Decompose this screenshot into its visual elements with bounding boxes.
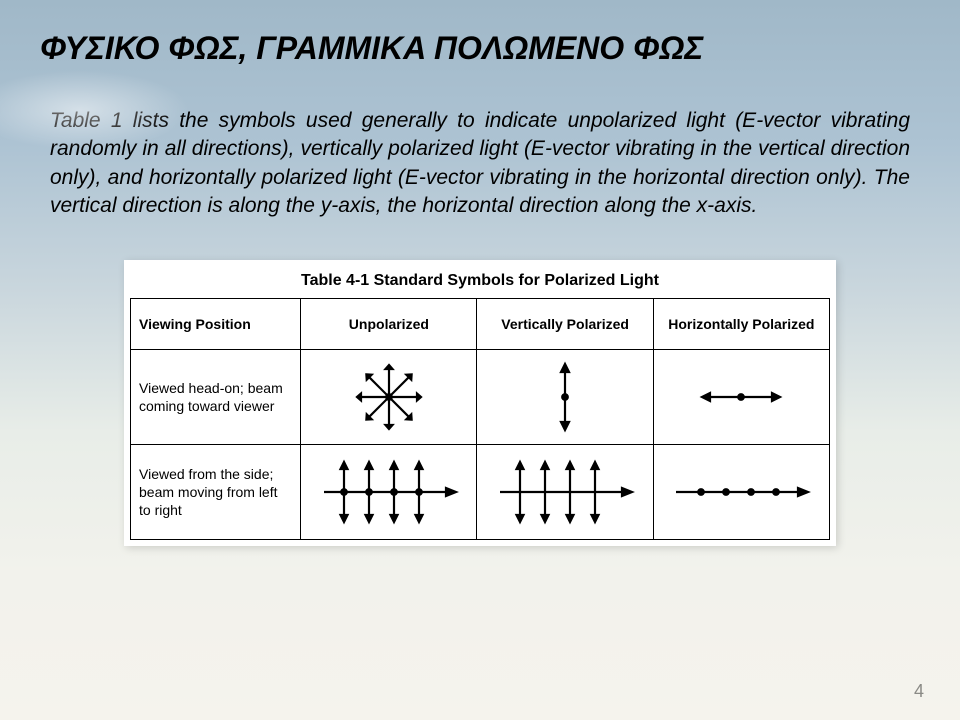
cell-unpol-headon [301, 350, 477, 445]
cell-vert-side [477, 445, 653, 540]
page-title: ΦΥΣΙΚΟ ΦΩΣ, ΓΡΑΜΜΙΚΑ ΠΟΛΩΜΕΝΟ ΦΩΣ [40, 30, 920, 67]
col-header-unpolarized: Unpolarized [301, 299, 477, 350]
slide: ΦΥΣΙΚΟ ΦΩΣ, ΓΡΑΜΜΙΚΑ ΠΟΛΩΜΕΝΟ ΦΩΣ Table … [0, 0, 960, 720]
col-header-viewing: Viewing Position [131, 299, 301, 350]
cell-unpol-side [301, 445, 477, 540]
table-row: Viewed from the side; beam moving from l… [131, 445, 830, 540]
vertical-headon-icon [525, 360, 605, 434]
table-row: Viewed head-on; beam coming toward viewe… [131, 350, 830, 445]
symbols-table-container: Table 4-1 Standard Symbols for Polarized… [124, 260, 836, 546]
symbols-table: Viewing Position Unpolarized Vertically … [130, 298, 830, 540]
horizontal-headon-icon [696, 360, 786, 434]
cell-horiz-side [653, 445, 829, 540]
row-label-headon: Viewed head-on; beam coming toward viewe… [131, 350, 301, 445]
page-number: 4 [914, 681, 924, 702]
col-header-horizontal: Horizontally Polarized [653, 299, 829, 350]
unpolarized-side-icon [314, 455, 464, 529]
table-title: Table 4-1 Standard Symbols for Polarized… [130, 266, 830, 298]
unpolarized-headon-icon [349, 360, 429, 434]
body-paragraph: Table 1 lists the symbols used generally… [40, 107, 920, 220]
row-label-side: Viewed from the side; beam moving from l… [131, 445, 301, 540]
table-header-row: Viewing Position Unpolarized Vertically … [131, 299, 830, 350]
horizontal-side-icon [666, 455, 816, 529]
cell-vert-headon [477, 350, 653, 445]
vertical-side-icon [490, 455, 640, 529]
col-header-vertical: Vertically Polarized [477, 299, 653, 350]
cell-horiz-headon [653, 350, 829, 445]
